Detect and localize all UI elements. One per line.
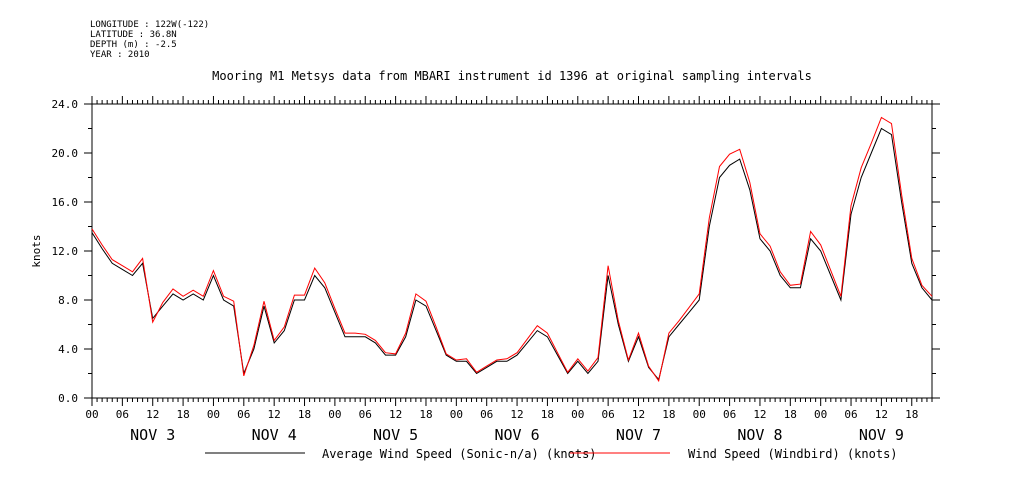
y-tick-label: 4.0 [58,343,78,356]
x-tick-label: 18 [298,408,311,421]
x-tick-label: 12 [389,408,402,421]
legend-label-avg: Average Wind Speed (Sonic-n/a) (knots) [322,447,597,461]
x-tick-label: 18 [784,408,797,421]
legend: Average Wind Speed (Sonic-n/a) (knots) W… [205,447,898,461]
x-tick-label: 18 [905,408,918,421]
x-tick-label: 00 [85,408,98,421]
x-axis-hour-labels: 00 06 12 18 00 06 12 18 00 06 12 18 00 06 12 18 00 06 12 18… [85,408,918,421]
x-tick-label: 06 [116,408,129,421]
y-tick-label: 16.0 [52,196,79,209]
plot-frame [91,103,933,399]
x-tick-label: 06 [359,408,372,421]
x-tick-label: 00 [328,408,341,421]
x-tick-label: 00 [814,408,827,421]
x-tick-label: 12 [632,408,645,421]
x-tick-label: 06 [480,408,493,421]
day-label: NOV 5 [373,426,418,444]
x-tick-label: 00 [450,408,463,421]
series-line-windbird [91,116,933,383]
y-tick-label: 8.0 [58,294,78,307]
x-tick-label: 00 [693,408,706,421]
x-tick-label: 06 [723,408,736,421]
y-axis-labels: 0.0 4.0 8.0 12.0 16.0 20.0 24.0 [52,98,79,405]
x-tick-label: 12 [268,408,281,421]
series-lines [91,116,933,383]
day-label: NOV 3 [130,426,175,444]
day-label: NOV 4 [252,426,297,444]
y-tick-label: 20.0 [52,147,79,160]
axis-ticks [84,96,940,406]
x-tick-label: 12 [875,408,888,421]
y-tick-label: 12.0 [52,245,79,258]
x-tick-label: 18 [662,408,675,421]
day-label: NOV 7 [616,426,661,444]
x-axis-day-labels: NOV 3 NOV 4 NOV 5 NOV 6 NOV 7 NOV 8 NOV 9 [130,426,904,444]
y-tick-label: 0.0 [58,392,78,405]
x-tick-label: 18 [541,408,554,421]
chart-title: Mooring M1 Metsys data from MBARI instru… [212,69,812,83]
legend-label-windbird: Wind Speed (Windbird) (knots) [688,447,898,461]
x-tick-label: 06 [844,408,857,421]
day-label: NOV 9 [859,426,904,444]
x-tick-label: 06 [602,408,615,421]
depth-text: DEPTH (m) : -2.5 [90,40,177,50]
longitude-text: LONGITUDE : 122W(-122) [90,20,210,30]
day-label: NOV 8 [737,426,782,444]
x-tick-label: 06 [237,408,250,421]
x-tick-label: 12 [510,408,523,421]
x-tick-label: 18 [419,408,432,421]
day-label: NOV 6 [494,426,539,444]
x-tick-label: 18 [176,408,189,421]
x-tick-label: 00 [571,408,584,421]
latitude-text: LATITUDE : 36.8N [90,30,177,40]
y-axis-title: knots [30,234,43,267]
metadata-block: LONGITUDE : 122W(-122) LATITUDE : 36.8N … [90,20,209,60]
series-line-average-wind [91,127,933,381]
x-tick-label: 12 [753,408,766,421]
year-text: YEAR : 2010 [90,50,150,60]
x-tick-label: 12 [146,408,159,421]
y-tick-label: 24.0 [52,98,79,111]
x-tick-label: 00 [207,408,220,421]
